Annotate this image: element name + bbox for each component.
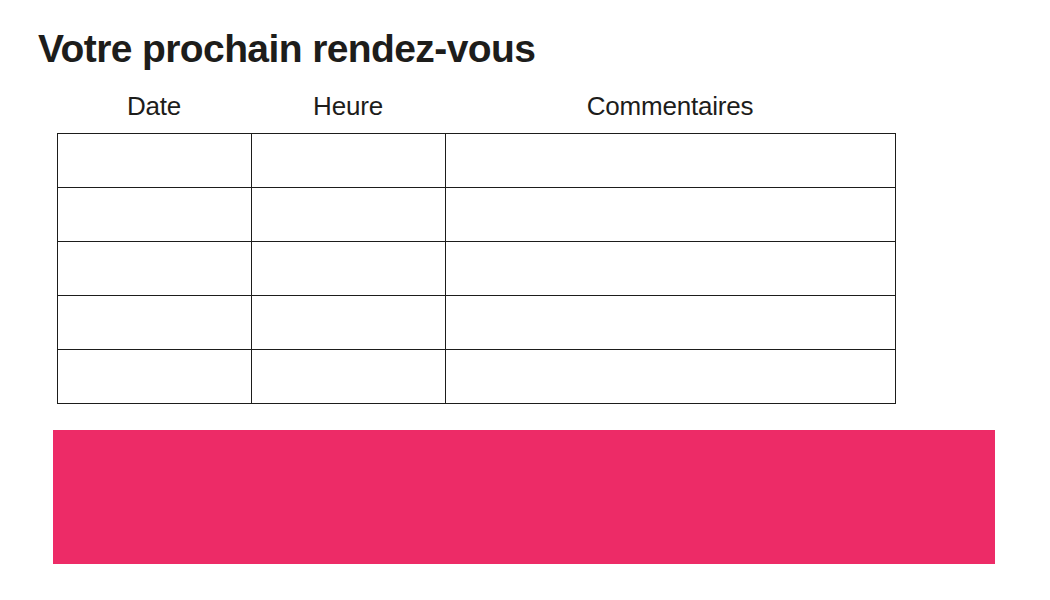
table-cell-date [58, 296, 252, 350]
table-row [58, 296, 896, 350]
table-cell-date [58, 188, 252, 242]
pink-banner [53, 430, 995, 564]
table-cell-heure [252, 296, 446, 350]
table-row [58, 350, 896, 404]
table-cell-heure [252, 134, 446, 188]
table-cell-commentaires [446, 134, 896, 188]
table-cell-heure [252, 188, 446, 242]
table-cell-commentaires [446, 188, 896, 242]
table-cell-date [58, 350, 252, 404]
table-cell-heure [252, 350, 446, 404]
appointments-table [57, 133, 896, 404]
column-header-date: Date [57, 92, 251, 122]
table-cell-heure [252, 242, 446, 296]
column-header-heure: Heure [251, 92, 445, 122]
table-row [58, 188, 896, 242]
table-column-headers: Date Heure Commentaires [57, 92, 895, 122]
page-title: Votre prochain rendez-vous [38, 29, 535, 70]
table-cell-date [58, 242, 252, 296]
table-row [58, 242, 896, 296]
table-row [58, 134, 896, 188]
appointment-page: Votre prochain rendez-vous Date Heure Co… [0, 0, 1050, 600]
table-cell-commentaires [446, 242, 896, 296]
appointments-table-body [58, 134, 896, 404]
table-cell-commentaires [446, 350, 896, 404]
table-cell-commentaires [446, 296, 896, 350]
table-cell-date [58, 134, 252, 188]
column-header-commentaires: Commentaires [445, 92, 895, 122]
